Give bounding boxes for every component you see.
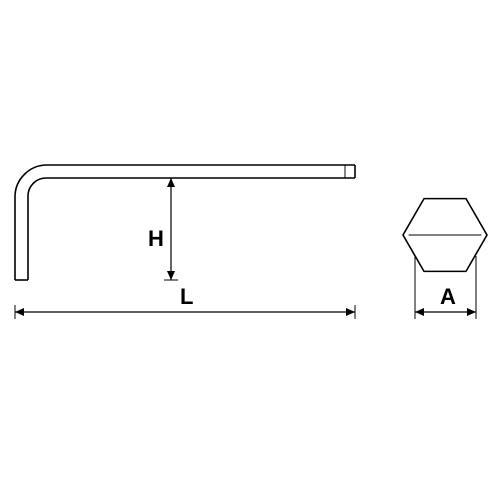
dim-H-line-head bbox=[167, 271, 175, 280]
dim-A-line-head bbox=[415, 308, 424, 316]
label-H: H bbox=[148, 226, 164, 251]
label-L: L bbox=[180, 284, 193, 309]
dim-A-line-head bbox=[467, 308, 476, 316]
label-A: A bbox=[440, 284, 456, 309]
hexkey-outline-outer bbox=[15, 165, 355, 280]
dim-L-line-head bbox=[346, 308, 355, 316]
technical-drawing: H L A bbox=[0, 0, 500, 500]
dim-L-line-head bbox=[15, 308, 24, 316]
hexkey-outline-inner bbox=[28, 178, 355, 280]
dim-H-line-head bbox=[167, 178, 175, 187]
